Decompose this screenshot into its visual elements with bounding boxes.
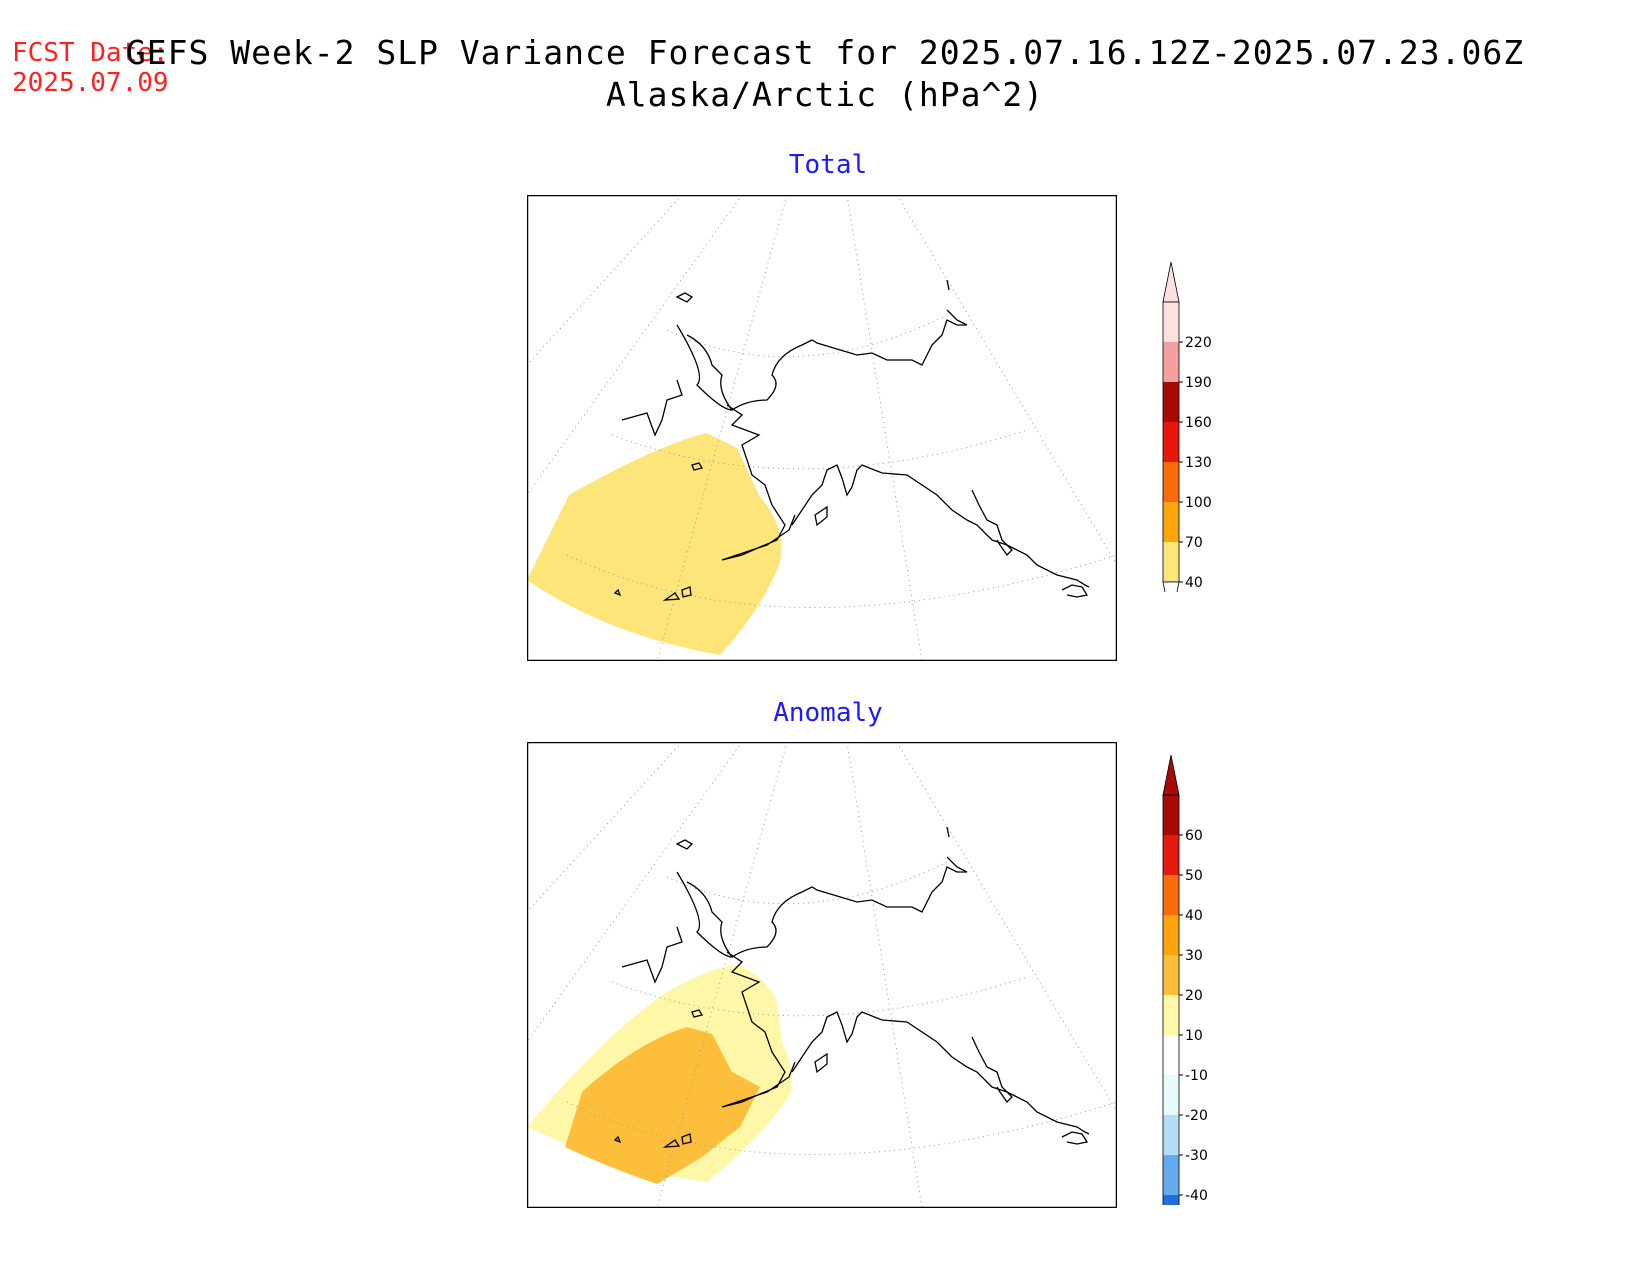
colorbar-tick-label: 20: [1185, 988, 1203, 1004]
anomaly-shading-20-30: [565, 1027, 760, 1184]
colorbar-tick-label: 220: [1185, 335, 1212, 351]
colorbar-anomaly: -40 -30 -20 -10 10 20 30 40 50 60: [1162, 755, 1208, 1205]
colorbar-segment: [1163, 875, 1179, 915]
colorbar-total: 40 70 100 130 160 190 220: [1162, 262, 1212, 592]
colorbar-segment: [1163, 1115, 1179, 1155]
graticule: [527, 742, 1117, 1208]
colorbar-tick-label: 160: [1185, 415, 1212, 431]
map-anomaly: [527, 742, 1117, 1208]
title-line-1: GEFS Week-2 SLP Variance Forecast for 20…: [125, 33, 1525, 72]
colorbar-tick-label: 30: [1185, 948, 1203, 964]
colorbar-tick-label: 50: [1185, 868, 1203, 884]
colorbar-segment: [1163, 795, 1179, 835]
map-frame: [527, 195, 1117, 661]
figure-title: GEFS Week-2 SLP Variance Forecast for 20…: [0, 32, 1650, 116]
colorbar-tick-label: 100: [1185, 495, 1212, 511]
colorbar-segment: [1163, 382, 1179, 422]
forecast-date-block: FCST Date: 2025.07.09: [12, 38, 169, 98]
colorbar-tick-label: 190: [1185, 375, 1212, 391]
colorbar-segment: [1163, 1075, 1179, 1115]
colorbar-segment: [1163, 342, 1179, 382]
forecast-date-value: 2025.07.09: [12, 68, 169, 98]
colorbar-segment: [1163, 1155, 1179, 1195]
colorbar-segment: [1163, 1195, 1179, 1205]
colorbar-tick-label: 40: [1185, 575, 1203, 591]
colorbar-extend-high: [1162, 262, 1180, 303]
colorbar-segment: [1163, 955, 1179, 995]
colorbar-tick-label: 10: [1185, 1028, 1203, 1044]
coastlines: [613, 279, 1090, 601]
colorbar-segment: [1163, 542, 1179, 582]
colorbar-tick-label: 70: [1185, 535, 1203, 551]
colorbar-tick-label: -10: [1185, 1068, 1208, 1084]
colorbar-segment: [1163, 835, 1179, 875]
graticule: [527, 195, 1117, 661]
colorbar-extend-high: [1162, 755, 1180, 796]
colorbar-segment: [1163, 502, 1179, 542]
colorbar-segment: [1163, 995, 1179, 1035]
colorbar-tick-label: -30: [1185, 1148, 1208, 1164]
variance-shading-40-70: [527, 433, 782, 655]
colorbar-segment: [1163, 302, 1179, 342]
coastlines: [613, 826, 1090, 1148]
colorbar-tick-label: 40: [1185, 908, 1203, 924]
map-total: [527, 195, 1117, 661]
colorbar-segment: [1163, 422, 1179, 462]
forecast-date-label: FCST Date:: [12, 38, 169, 68]
map-frame: [527, 742, 1117, 1208]
colorbar-tick-label: 60: [1185, 828, 1203, 844]
panel-title-total: Total: [788, 150, 868, 180]
colorbar-tick-label: 130: [1185, 455, 1212, 471]
colorbar-outline: [1162, 794, 1180, 1205]
colorbar-segment: [1163, 462, 1179, 502]
panel-title-anomaly: Anomaly: [773, 698, 883, 728]
title-line-2: Alaska/Arctic (hPa^2): [605, 75, 1045, 114]
colorbar-tick-label: -40: [1185, 1188, 1208, 1204]
colorbar-segment: [1163, 1035, 1179, 1075]
colorbar-segment: [1163, 915, 1179, 955]
colorbar-extend-low: [1162, 581, 1180, 592]
colorbar-tick-label: -20: [1185, 1108, 1208, 1124]
